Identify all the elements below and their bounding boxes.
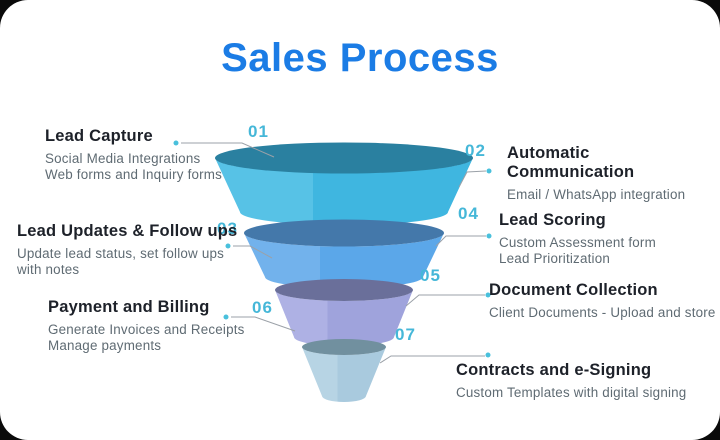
step-number-02: 02 [465, 141, 486, 160]
step-subtext-line: Email / WhatsApp integration [507, 187, 686, 202]
step-subtext-line: Lead Prioritization [499, 251, 610, 266]
funnel-segment-2-body [244, 233, 444, 288]
connector-lines [181, 142, 487, 364]
step-title: Automatic Communication [507, 144, 635, 181]
step-subtext-line: Social Media Integrations [45, 151, 201, 166]
step-title: Lead Updates & Follow ups [17, 222, 238, 240]
connector-01 [181, 142, 275, 158]
step-number-06: 06 [252, 298, 273, 317]
funnel-segment-1-body [215, 158, 473, 225]
step-number-03: 03 [217, 219, 238, 238]
funnel-segment-4-top [302, 339, 386, 355]
connector-dot-06 [223, 314, 229, 320]
step-title: Lead Capture [45, 127, 153, 145]
connector-05 [405, 294, 485, 307]
funnel-segment-4-body [302, 347, 386, 402]
step-number-01: 01 [248, 122, 269, 141]
connector-07 [379, 355, 485, 364]
step-block-payment-and-billing: Payment and Billing Generate Invoices an… [48, 298, 245, 354]
connector-dot-04 [486, 233, 492, 239]
step-subtext-line: Update lead status, set follow ups [17, 246, 225, 261]
step-block-document-collection: Document Collection Client Documents - U… [489, 281, 716, 321]
connector-dot-03 [225, 243, 231, 249]
step-subtext-line: Web forms and Inquiry forms [45, 167, 223, 182]
step-block-lead-capture: Lead Capture Social Media Integrations W… [45, 127, 222, 183]
step-subtext-line: Generate Invoices and Receipts [48, 322, 245, 337]
step-number-04: 04 [458, 204, 479, 223]
connector-04 [435, 235, 486, 247]
step-title: Contracts and e-Signing [456, 361, 652, 379]
connector-dot-05 [485, 292, 491, 298]
step-block-automatic-communication: Automatic Communication Email / WhatsApp… [507, 144, 720, 203]
step-title: Document Collection [489, 281, 658, 299]
step-subtext-line: Client Documents - Upload and store [489, 305, 716, 320]
connector-06 [231, 316, 296, 332]
step-subtext-line: Custom Templates with digital signing [456, 385, 687, 400]
step-block-lead-scoring: Lead Scoring Custom Assessment form Lead… [499, 211, 656, 267]
funnel-segment-3-body [275, 290, 413, 346]
connector-dots [173, 140, 492, 358]
step-number-07: 07 [395, 325, 416, 344]
funnel-segment-3-top [275, 279, 413, 301]
funnel-segment-2-top [244, 219, 444, 247]
connector-03 [233, 245, 273, 259]
step-title: Payment and Billing [48, 298, 210, 316]
page-title: Sales Process [221, 36, 499, 80]
connector-02 [458, 170, 487, 188]
step-number-05: 05 [420, 266, 441, 285]
connector-dot-07 [485, 352, 491, 358]
step-subtext-line: Manage payments [48, 338, 162, 353]
step-block-lead-updates-follow-ups: Lead Updates & Follow ups Update lead st… [17, 222, 237, 278]
connector-dot-01 [173, 140, 179, 146]
step-subtext-line: Custom Assessment form [499, 235, 656, 250]
funnel-segment-1-top [215, 142, 473, 174]
connector-dot-02 [486, 168, 492, 174]
step-block-contracts-and-e-signing: Contracts and e-Signing Custom Templates… [456, 361, 686, 401]
step-title: Lead Scoring [499, 211, 606, 229]
step-subtext-line: with notes [17, 262, 80, 277]
